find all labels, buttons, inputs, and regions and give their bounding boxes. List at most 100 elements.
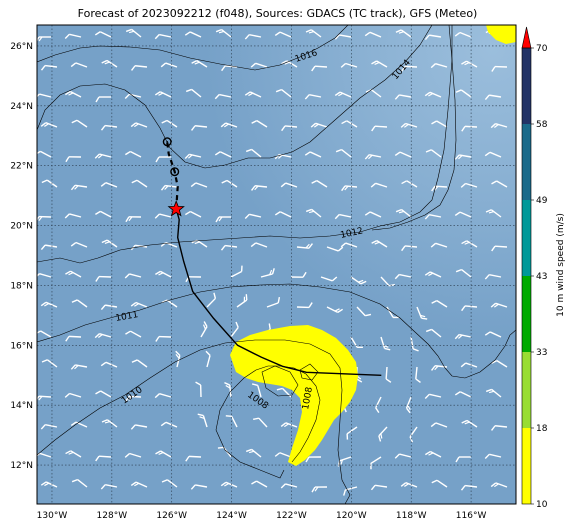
wind-barb [326, 306, 344, 314]
wind-barb [425, 328, 442, 338]
wind-barb [184, 153, 202, 159]
wind-barb [250, 62, 268, 68]
lat-tick-label: 16°N [10, 341, 33, 351]
wind-barb [130, 122, 148, 128]
wind-barb [124, 273, 142, 279]
wind-barb [334, 34, 352, 40]
wind-barb [40, 122, 58, 128]
wind-barb [491, 180, 508, 188]
wind-barb [275, 88, 292, 98]
wind-barb [191, 60, 208, 68]
wind-barb [491, 360, 508, 368]
wind-barb [405, 396, 412, 414]
isobar-inner-loop [299, 363, 319, 381]
wind-barb [461, 240, 478, 248]
wind-barb [40, 244, 58, 251]
wind-barb [64, 392, 82, 398]
wind-barb [394, 453, 412, 459]
wind-barb [64, 90, 82, 98]
wind-barb [491, 425, 508, 431]
wind-barb [410, 336, 419, 352]
wind-barb [215, 28, 232, 38]
colorbar-segment [522, 200, 531, 276]
wind-barb [131, 179, 148, 188]
wind-barb [280, 182, 298, 188]
wind-barb [340, 62, 358, 68]
lat-tick-label: 12°N [10, 461, 33, 471]
wind-barb [280, 483, 298, 489]
wind-barb [220, 122, 238, 128]
map-frame [36, 24, 517, 505]
lon-tick-label: 120°W [336, 511, 367, 521]
wind-barb [346, 426, 358, 440]
wind-barb [214, 151, 232, 158]
wind-barb [40, 301, 58, 308]
lon-tick-label: 126°W [156, 511, 187, 521]
wind-barb [334, 91, 352, 98]
isobar-1008-b [261, 365, 299, 397]
wind-barb [95, 390, 112, 398]
forecast-position-marker [170, 167, 180, 177]
wind-barb [484, 453, 502, 459]
colorbar: 10 18 33 43 49 58 70 [521, 26, 548, 510]
wind-barb [225, 415, 238, 428]
wind-barb [304, 151, 322, 158]
wind-barb [461, 419, 478, 428]
wind-barb [431, 185, 448, 192]
wind-barb [341, 120, 358, 128]
wind-barb [154, 213, 172, 219]
wind-barb [245, 148, 262, 158]
wind-barb [221, 179, 238, 188]
wind-barb [131, 65, 148, 71]
wind-barb [394, 94, 412, 100]
colorbar-segment [522, 48, 531, 124]
wind-barb [251, 480, 268, 488]
wind-barb [130, 481, 148, 488]
wind-barb [455, 268, 472, 278]
colorbar-tick-label: 33 [536, 348, 547, 358]
wind-barb [64, 33, 82, 39]
wind-barb [155, 450, 172, 458]
wind-barb [356, 306, 372, 317]
wind-barb [220, 244, 238, 251]
wind-barb [155, 270, 172, 278]
wind-barb [371, 60, 388, 68]
colorbar-segment [522, 124, 531, 200]
wind-barbs [37, 28, 508, 496]
wind-barb [124, 452, 142, 458]
wind-barb [454, 154, 472, 160]
isobar-label-1011: 1011 [115, 310, 139, 324]
wind-barb [65, 450, 82, 458]
wind-barb [430, 242, 448, 248]
isobar-1012 [37, 25, 453, 264]
colorbar-extend-arrow [521, 26, 532, 49]
wind-barb [95, 210, 112, 218]
wind-barb [161, 479, 178, 488]
lat-tick-label: 24°N [10, 102, 33, 112]
wind-barb [485, 209, 502, 218]
wind-barb [260, 268, 275, 278]
wind-barb [461, 60, 478, 68]
wind-barb [100, 182, 118, 188]
wind-barb [491, 65, 508, 72]
wind-barb [191, 125, 208, 131]
wind-barb [130, 424, 148, 430]
high-wind-area [230, 325, 358, 466]
wind-barb [395, 208, 412, 218]
wind-barb [101, 239, 118, 248]
wind-barb [395, 29, 412, 38]
wind-barb [350, 276, 367, 285]
wind-barb [100, 484, 118, 490]
wind-barb [385, 366, 392, 383]
wind-barb [370, 484, 388, 491]
isobar-1014 [371, 25, 457, 231]
wind-barb [101, 419, 118, 428]
wind-barb [230, 265, 243, 278]
lat-tick-label: 18°N [10, 281, 33, 291]
wind-barb [370, 182, 388, 188]
wind-barb [41, 359, 58, 368]
wind-barb [215, 216, 231, 223]
wind-barb [124, 150, 142, 158]
wind-barb [380, 276, 396, 287]
colorbar-tick-label: 49 [536, 196, 548, 206]
